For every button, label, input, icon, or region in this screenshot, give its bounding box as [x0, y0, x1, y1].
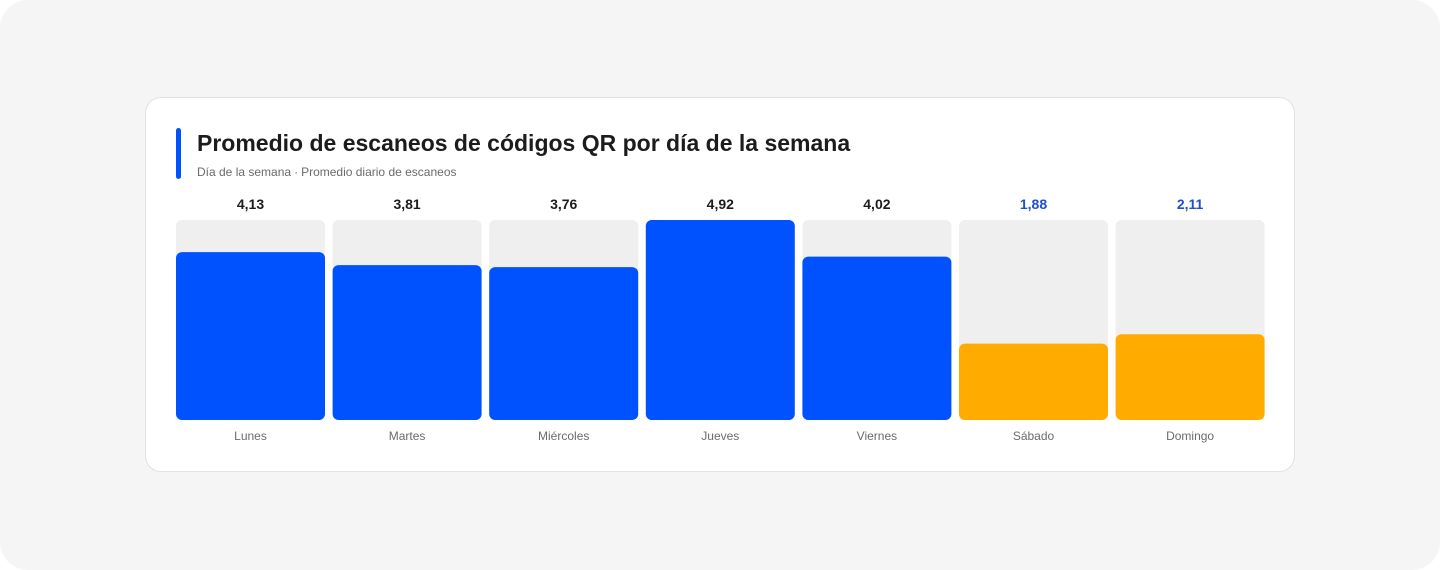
value-label-domingo: 2,11 [1177, 196, 1204, 212]
bar-viernes [802, 256, 952, 420]
title-accent-bar [176, 128, 181, 179]
subtitle-separator: · [294, 165, 299, 179]
category-label-sabado: Sábado [1013, 429, 1055, 443]
category-label-martes: Martes [389, 429, 426, 443]
category-label-domingo: Domingo [1166, 429, 1214, 443]
value-label-martes: 3,81 [393, 196, 420, 212]
category-label-jueves: Jueves [701, 429, 739, 443]
bar-miercoles [489, 267, 639, 420]
x-axis-label: Día de la semana [197, 165, 292, 179]
chart-title: Promedio de escaneos de códigos QR por d… [197, 130, 851, 156]
value-label-viernes: 4,02 [863, 196, 890, 212]
value-label-jueves: 4,92 [707, 196, 734, 212]
category-label-lunes: Lunes [234, 429, 267, 443]
value-label-sabado: 1,88 [1020, 196, 1047, 212]
value-label-miercoles: 3,76 [550, 196, 577, 212]
bar-lunes [176, 252, 325, 420]
category-label-miercoles: Miércoles [538, 429, 589, 443]
bar-chart: 4,13 Lunes 3,81 Martes 3,76 Miércoles 4,92 Juev… [176, 196, 1265, 443]
bar-jueves [645, 220, 795, 420]
bar-sabado [959, 343, 1108, 420]
chart-card: Promedio de escaneos de códigos QR por d… [145, 97, 1295, 472]
y-axis-label: Promedio diario de escaneos [301, 165, 457, 179]
chart-subtitle: Día de la semana · Promedio diario de esca… [197, 165, 457, 179]
category-label-viernes: Viernes [857, 429, 897, 443]
bar-domingo [1115, 334, 1265, 420]
bar-martes [332, 265, 482, 420]
value-label-lunes: 4,13 [237, 196, 264, 212]
